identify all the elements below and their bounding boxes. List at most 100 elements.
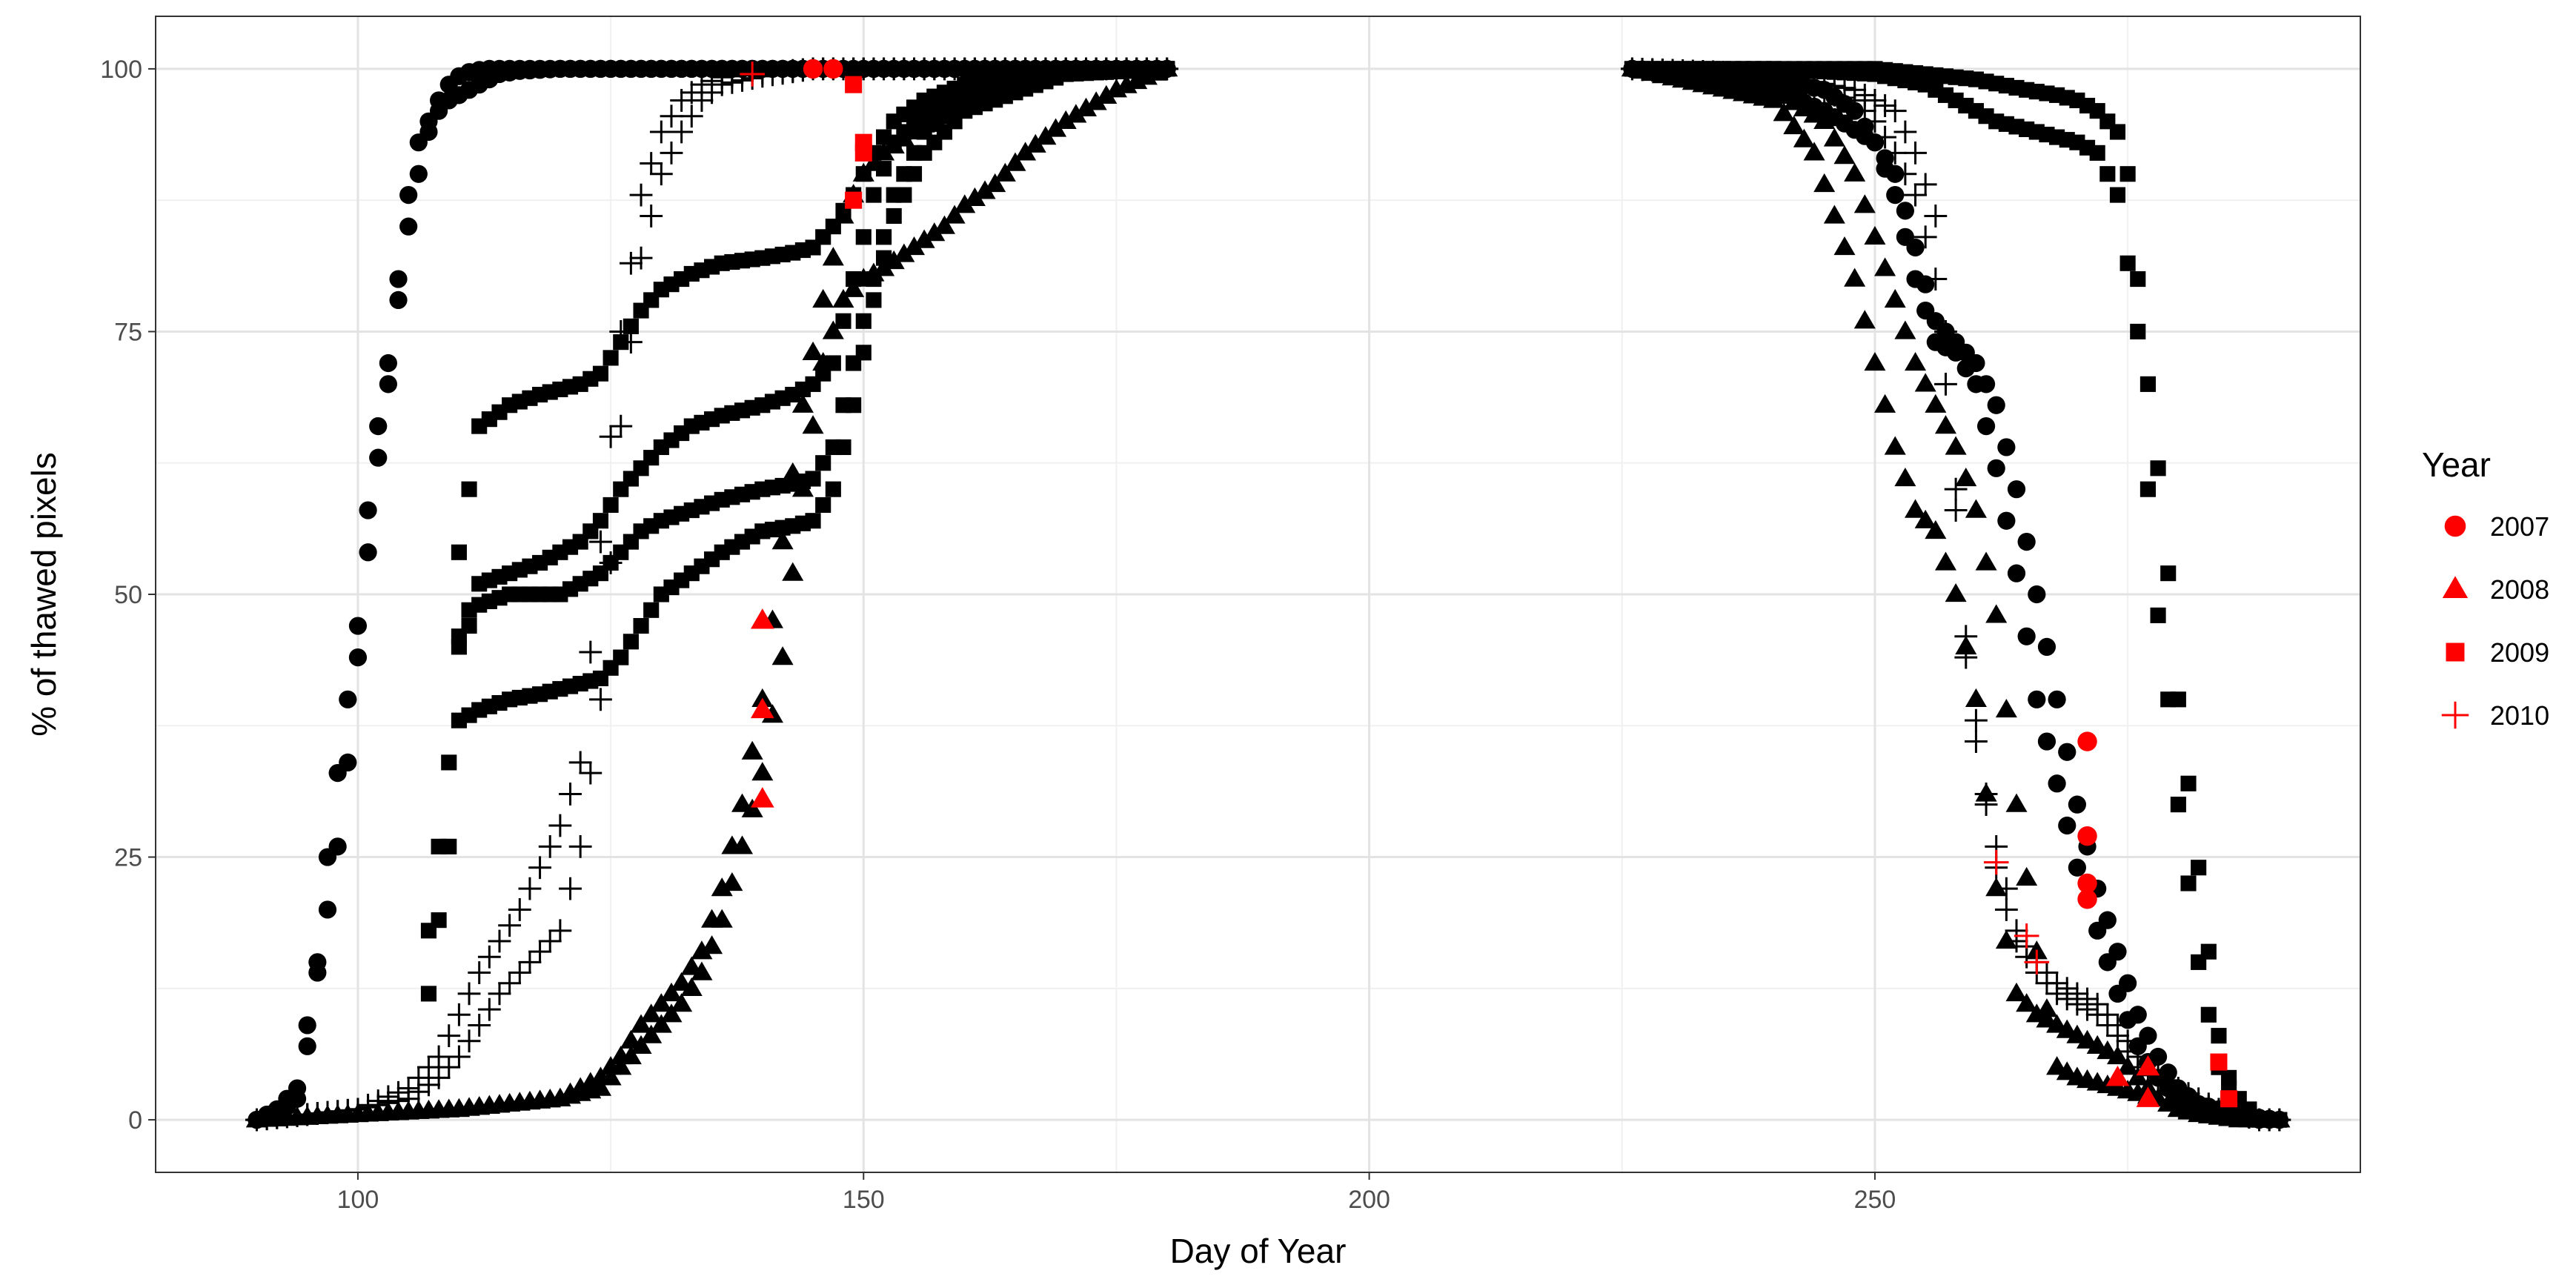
- x-tick-label: 200: [1348, 1186, 1390, 1214]
- data-point: [1874, 394, 1896, 413]
- data-point: [568, 751, 592, 774]
- data-point: [2130, 270, 2146, 288]
- data-point: [1035, 126, 1057, 145]
- data-point: [1873, 94, 1896, 117]
- data-point: [855, 229, 872, 245]
- data-point-2010: [2014, 923, 2039, 949]
- data-point: [2140, 481, 2156, 497]
- legend-label: 2009: [2490, 637, 2549, 668]
- data-point: [1965, 499, 1987, 518]
- data-point: [623, 634, 639, 650]
- data-point: [771, 62, 794, 85]
- data-point: [2180, 775, 2197, 791]
- data-point: [691, 940, 713, 960]
- data-point: [650, 993, 672, 1012]
- data-point: [2065, 982, 2089, 1006]
- data-point: [619, 331, 643, 354]
- data-point: [592, 513, 609, 529]
- data-point: [1864, 351, 1886, 371]
- grid: [156, 16, 2360, 1172]
- data-point: [2085, 992, 2109, 1016]
- data-point: [1015, 142, 1037, 161]
- data-point: [1853, 194, 1876, 213]
- data-point: [1883, 141, 1907, 165]
- data-point: [609, 414, 633, 438]
- data-point: [1833, 145, 1856, 165]
- data-point: [1813, 110, 1836, 129]
- data-point-2009: [845, 76, 863, 93]
- data-point: [649, 162, 673, 186]
- data-point: [318, 900, 337, 919]
- data-point: [2017, 627, 2036, 645]
- data-point: [2005, 919, 2028, 943]
- data-point: [1793, 76, 1816, 99]
- data-point: [1955, 467, 1977, 487]
- data-point: [2058, 743, 2077, 761]
- data-point: [308, 953, 327, 972]
- data-point: [846, 397, 862, 414]
- data-point: [559, 877, 582, 900]
- data-point: [559, 783, 582, 806]
- data-point: [589, 530, 612, 554]
- data-point: [1985, 877, 2008, 897]
- data-point: [1965, 708, 1988, 732]
- data-point: [1065, 104, 1087, 123]
- data-point: [2197, 1092, 2220, 1116]
- data-point: [399, 217, 418, 236]
- data-point: [1782, 73, 1806, 96]
- legend-item-2008: 2008: [2442, 574, 2549, 605]
- data-point: [441, 838, 457, 854]
- data-point: [298, 1037, 316, 1055]
- data-point: [1896, 228, 1914, 246]
- data-point: [822, 247, 844, 266]
- data-point: [1944, 477, 1968, 501]
- data-point: [832, 288, 854, 308]
- data-point: [1954, 625, 1978, 648]
- data-point: [613, 649, 629, 665]
- data-point: [1045, 118, 1067, 137]
- data-point: [660, 982, 683, 1002]
- data-point: [2237, 1106, 2261, 1129]
- data-point: [855, 166, 872, 182]
- data-point: [2116, 1029, 2140, 1053]
- data-point: [2088, 921, 2107, 940]
- data-point: [468, 1014, 491, 1037]
- data-point: [1893, 120, 1917, 144]
- data-point-2008: [750, 697, 774, 719]
- data-point: [771, 646, 794, 665]
- data-point: [2028, 585, 2046, 604]
- data-point: [1883, 99, 1907, 123]
- data-point: [2109, 124, 2126, 140]
- data-point: [1055, 110, 1077, 129]
- data-point: [1994, 877, 2018, 900]
- data-point: [2037, 732, 2057, 751]
- data-point: [1843, 89, 1867, 112]
- data-point: [528, 856, 551, 880]
- data-point: [1924, 268, 1948, 290]
- data-point: [954, 194, 976, 213]
- data-point: [609, 320, 633, 343]
- data-point: [2037, 637, 2057, 657]
- data-point: [1773, 84, 1795, 104]
- data-point: [1985, 604, 2008, 623]
- data-point: [448, 1003, 471, 1026]
- data-point: [640, 152, 663, 175]
- data-point: [903, 236, 926, 256]
- data-point: [1894, 320, 1916, 339]
- data-point: [1925, 519, 1947, 539]
- data-point: [650, 1014, 672, 1033]
- data-point: [711, 877, 733, 897]
- data-point: [1783, 115, 1805, 135]
- data-point: [1956, 359, 1975, 378]
- data-point-2009: [2220, 1090, 2238, 1108]
- data-point: [1783, 91, 1805, 110]
- data-point-2007: [2077, 873, 2097, 894]
- data-point: [1853, 99, 1876, 123]
- data-point: [1914, 509, 1936, 528]
- data-point: [933, 215, 955, 234]
- legend-item-2009: 2009: [2446, 637, 2549, 668]
- data-point: [1947, 343, 1965, 362]
- data-point: [974, 180, 996, 199]
- data-point: [548, 919, 572, 943]
- series-square-curve-a: [420, 61, 1175, 939]
